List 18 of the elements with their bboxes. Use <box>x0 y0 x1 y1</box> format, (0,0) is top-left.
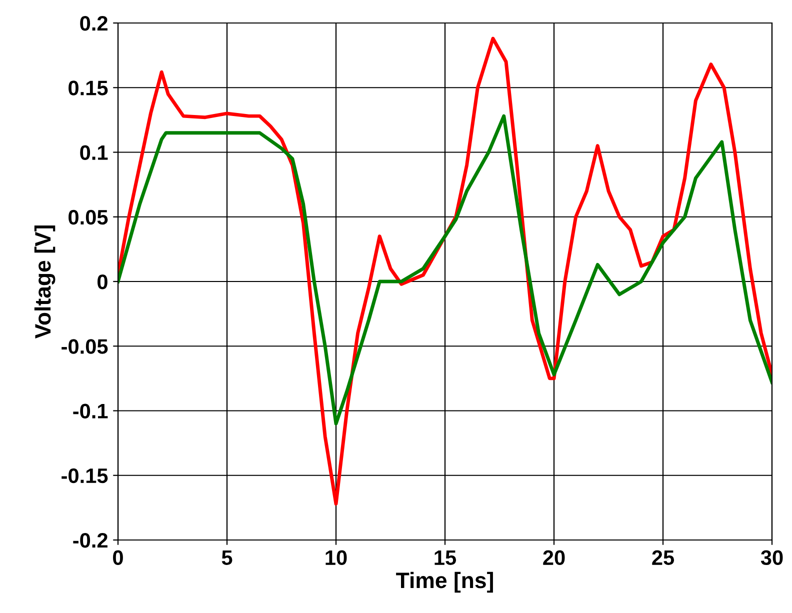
x-tick-label: 10 <box>326 550 347 566</box>
x-tick-label: 5 <box>222 550 232 566</box>
y-tick-label: 0 <box>98 274 108 290</box>
x-axis-title: Time [ns] <box>396 572 493 593</box>
x-tick-label: 20 <box>543 550 565 566</box>
y-tick-label: 0.2 <box>80 16 108 31</box>
x-tick-label: 15 <box>434 550 456 566</box>
y-tick-label: -0.2 <box>73 533 108 548</box>
x-tick-label: 30 <box>760 550 783 566</box>
y-tick-label: 0.15 <box>68 80 108 96</box>
x-tick-label: 25 <box>652 550 674 566</box>
y-tick-label: 0.1 <box>80 145 108 160</box>
y-tick-label: -0.1 <box>73 404 108 419</box>
x-tick-label: 0 <box>113 550 123 566</box>
y-axis-title: Voltage [V] <box>34 226 56 339</box>
y-tick-label: 0.05 <box>68 210 108 225</box>
y-tick-label: -0.15 <box>62 468 108 484</box>
y-tick-label: -0.05 <box>62 339 108 354</box>
